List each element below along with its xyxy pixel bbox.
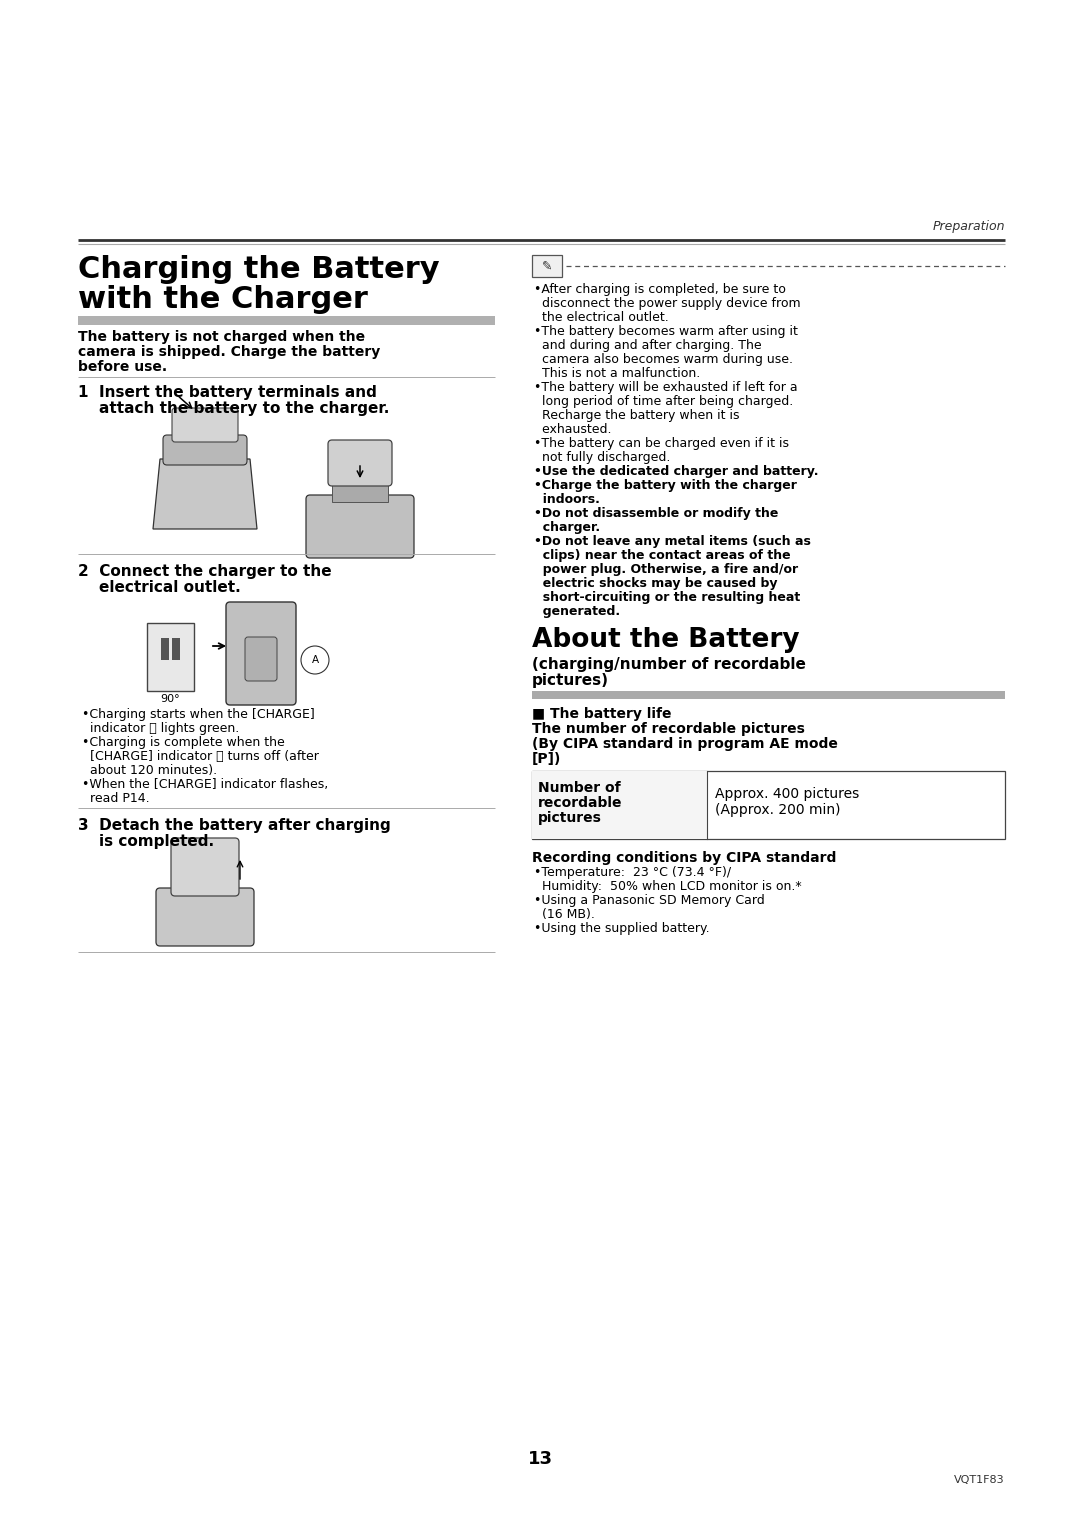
Text: The battery is not charged when the: The battery is not charged when the: [78, 330, 365, 343]
Text: ■ The battery life: ■ The battery life: [532, 707, 672, 720]
Text: with the Charger: with the Charger: [78, 285, 368, 314]
Bar: [532, 691, 1005, 699]
Text: A: A: [311, 655, 319, 665]
Text: the electrical outlet.: the electrical outlet.: [534, 311, 669, 324]
Text: power plug. Otherwise, a fire and/or: power plug. Otherwise, a fire and/or: [534, 563, 798, 575]
Text: camera is shipped. Charge the battery: camera is shipped. Charge the battery: [78, 345, 380, 359]
Text: (By CIPA standard in program AE mode: (By CIPA standard in program AE mode: [532, 737, 838, 751]
Text: indicator Ⓐ lights green.: indicator Ⓐ lights green.: [82, 722, 240, 736]
Text: and during and after charging. The: and during and after charging. The: [534, 339, 761, 353]
Text: short-circuiting or the resulting heat: short-circuiting or the resulting heat: [534, 591, 800, 604]
Text: long period of time after being charged.: long period of time after being charged.: [534, 395, 793, 407]
Text: pictures: pictures: [538, 810, 602, 826]
Text: 3  Detach the battery after charging: 3 Detach the battery after charging: [78, 818, 391, 833]
Bar: [532, 771, 707, 839]
Text: •Use the dedicated charger and battery.: •Use the dedicated charger and battery.: [534, 465, 819, 478]
Text: •Charging is complete when the: •Charging is complete when the: [82, 736, 285, 749]
Text: 2  Connect the charger to the: 2 Connect the charger to the: [78, 565, 332, 578]
Text: (charging/number of recordable: (charging/number of recordable: [532, 658, 806, 671]
Polygon shape: [153, 459, 257, 530]
Text: indoors.: indoors.: [534, 493, 599, 507]
Text: VQT1F83: VQT1F83: [955, 1476, 1005, 1485]
FancyBboxPatch shape: [163, 435, 247, 465]
Text: •Do not disassemble or modify the: •Do not disassemble or modify the: [534, 507, 779, 520]
Text: •Using a Panasonic SD Memory Card: •Using a Panasonic SD Memory Card: [534, 894, 765, 906]
Text: Preparation: Preparation: [932, 220, 1005, 233]
FancyBboxPatch shape: [306, 494, 414, 559]
Text: charger.: charger.: [534, 520, 600, 534]
Text: •Temperature:  23 °C (73.4 °F)/: •Temperature: 23 °C (73.4 °F)/: [534, 865, 731, 879]
Text: 90°: 90°: [160, 694, 179, 703]
Bar: [532, 771, 1005, 839]
Text: •Charge the battery with the charger: •Charge the battery with the charger: [534, 479, 797, 491]
Text: Approx. 400 pictures: Approx. 400 pictures: [715, 787, 860, 801]
FancyBboxPatch shape: [147, 623, 194, 691]
Text: (Approx. 200 min): (Approx. 200 min): [715, 803, 840, 816]
Text: exhausted.: exhausted.: [534, 423, 611, 436]
Text: is completed.: is completed.: [78, 835, 214, 848]
Text: Charging the Battery: Charging the Battery: [78, 255, 440, 284]
Bar: [78, 316, 495, 325]
FancyBboxPatch shape: [332, 484, 388, 502]
Text: •The battery becomes warm after using it: •The battery becomes warm after using it: [534, 325, 798, 337]
Text: The number of recordable pictures: The number of recordable pictures: [532, 722, 805, 736]
Text: read P14.: read P14.: [82, 792, 150, 806]
Text: clips) near the contact areas of the: clips) near the contact areas of the: [534, 549, 791, 562]
Text: ✎: ✎: [542, 259, 552, 273]
Text: •Do not leave any metal items (such as: •Do not leave any metal items (such as: [534, 536, 811, 548]
FancyBboxPatch shape: [171, 838, 239, 896]
Text: Recharge the battery when it is: Recharge the battery when it is: [534, 409, 740, 423]
Text: pictures): pictures): [532, 673, 609, 688]
FancyBboxPatch shape: [328, 439, 392, 485]
Text: [P]): [P]): [532, 752, 562, 766]
Bar: [532, 255, 562, 278]
FancyBboxPatch shape: [245, 636, 276, 681]
Text: About the Battery: About the Battery: [532, 627, 799, 653]
Text: disconnect the power supply device from: disconnect the power supply device from: [534, 298, 800, 310]
Text: attach the battery to the charger.: attach the battery to the charger.: [78, 401, 390, 417]
Bar: [172, 638, 180, 661]
FancyBboxPatch shape: [226, 601, 296, 705]
Text: (16 MB).: (16 MB).: [534, 908, 595, 922]
Text: before use.: before use.: [78, 360, 167, 374]
Text: generated.: generated.: [534, 604, 620, 618]
Text: •Using the supplied battery.: •Using the supplied battery.: [534, 922, 710, 935]
Circle shape: [301, 645, 329, 674]
Text: camera also becomes warm during use.: camera also becomes warm during use.: [534, 353, 793, 366]
Text: electric shocks may be caused by: electric shocks may be caused by: [534, 577, 778, 591]
Text: not fully discharged.: not fully discharged.: [534, 452, 671, 464]
Text: Number of: Number of: [538, 781, 621, 795]
Text: about 120 minutes).: about 120 minutes).: [82, 765, 217, 777]
Text: •After charging is completed, be sure to: •After charging is completed, be sure to: [534, 282, 786, 296]
Text: recordable: recordable: [538, 797, 622, 810]
Text: 13: 13: [527, 1450, 553, 1468]
Bar: [161, 638, 168, 661]
Text: Humidity:  50% when LCD monitor is on.*: Humidity: 50% when LCD monitor is on.*: [534, 881, 801, 893]
Text: •The battery will be exhausted if left for a: •The battery will be exhausted if left f…: [534, 382, 798, 394]
FancyBboxPatch shape: [172, 407, 238, 443]
Text: This is not a malfunction.: This is not a malfunction.: [534, 366, 700, 380]
Text: electrical outlet.: electrical outlet.: [78, 580, 241, 595]
FancyBboxPatch shape: [156, 888, 254, 946]
Text: [CHARGE] indicator Ⓐ turns off (after: [CHARGE] indicator Ⓐ turns off (after: [82, 749, 319, 763]
Text: 1  Insert the battery terminals and: 1 Insert the battery terminals and: [78, 385, 377, 400]
Text: •The battery can be charged even if it is: •The battery can be charged even if it i…: [534, 436, 789, 450]
Text: •When the [CHARGE] indicator flashes,: •When the [CHARGE] indicator flashes,: [82, 778, 328, 790]
Text: •Charging starts when the [CHARGE]: •Charging starts when the [CHARGE]: [82, 708, 314, 720]
Text: Recording conditions by CIPA standard: Recording conditions by CIPA standard: [532, 852, 836, 865]
